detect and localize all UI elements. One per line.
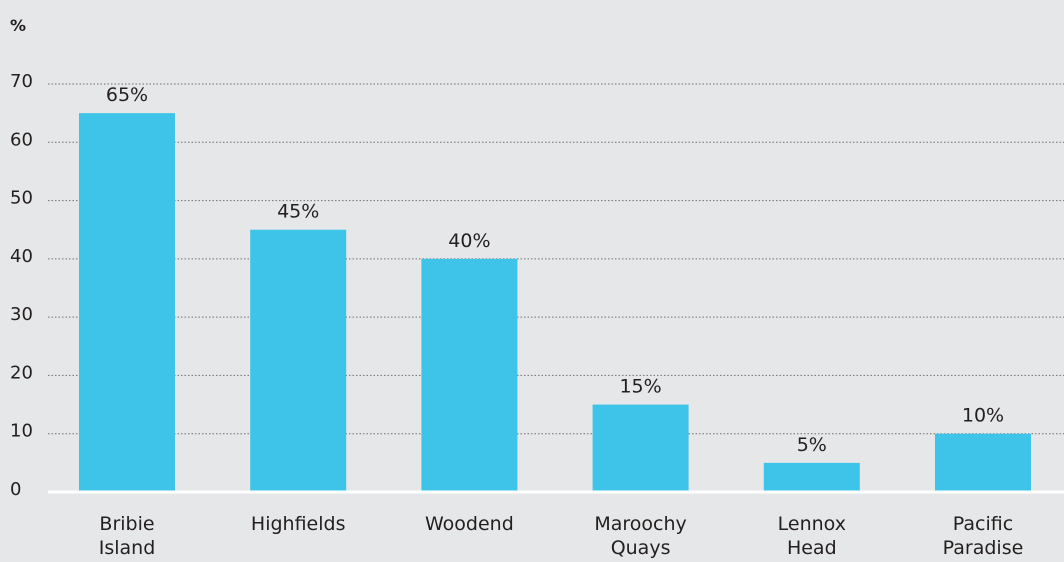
- x-tick-label: Bribie: [99, 513, 154, 535]
- data-label: 15%: [619, 376, 661, 398]
- x-tick-label: Quays: [611, 537, 671, 559]
- y-tick-label: 50: [10, 188, 33, 209]
- data-label: 40%: [448, 230, 490, 252]
- bar: [763, 462, 860, 492]
- data-label: 5%: [797, 434, 827, 456]
- y-tick-label: 40: [10, 246, 33, 267]
- x-tick-label: Highfields: [251, 513, 346, 535]
- x-tick-label: Maroochy: [594, 513, 686, 535]
- data-label: 45%: [277, 201, 319, 223]
- x-tick-label: Island: [99, 537, 156, 559]
- bar: [935, 433, 1031, 492]
- x-tick-label: Lennox: [778, 513, 846, 535]
- y-tick-label: 10: [10, 421, 33, 442]
- bar: [79, 113, 175, 493]
- bars: [79, 113, 1031, 493]
- bar: [421, 258, 518, 492]
- bar: [592, 404, 689, 492]
- y-tick-label: 70: [10, 71, 33, 92]
- y-tick-label: 60: [10, 129, 33, 150]
- gridlines: [48, 83, 1064, 435]
- y-axis-ticks: 0 10 20 30 40 50 60 70: [10, 71, 33, 500]
- y-axis-unit-label: %: [10, 16, 26, 35]
- x-tick-label: Pacific: [953, 513, 1013, 535]
- y-tick-label: 30: [10, 304, 33, 325]
- data-label: 10%: [962, 405, 1004, 427]
- x-tick-label: Woodend: [425, 513, 514, 535]
- data-labels: 65% 45% 40% 15% 5% 10%: [106, 84, 1004, 456]
- y-tick-label: 0: [10, 479, 21, 500]
- x-tick-label: Head: [787, 537, 837, 559]
- bar: [250, 229, 347, 492]
- y-tick-label: 20: [10, 362, 33, 383]
- data-label: 65%: [106, 84, 148, 106]
- x-tick-label: Paradise: [943, 537, 1024, 559]
